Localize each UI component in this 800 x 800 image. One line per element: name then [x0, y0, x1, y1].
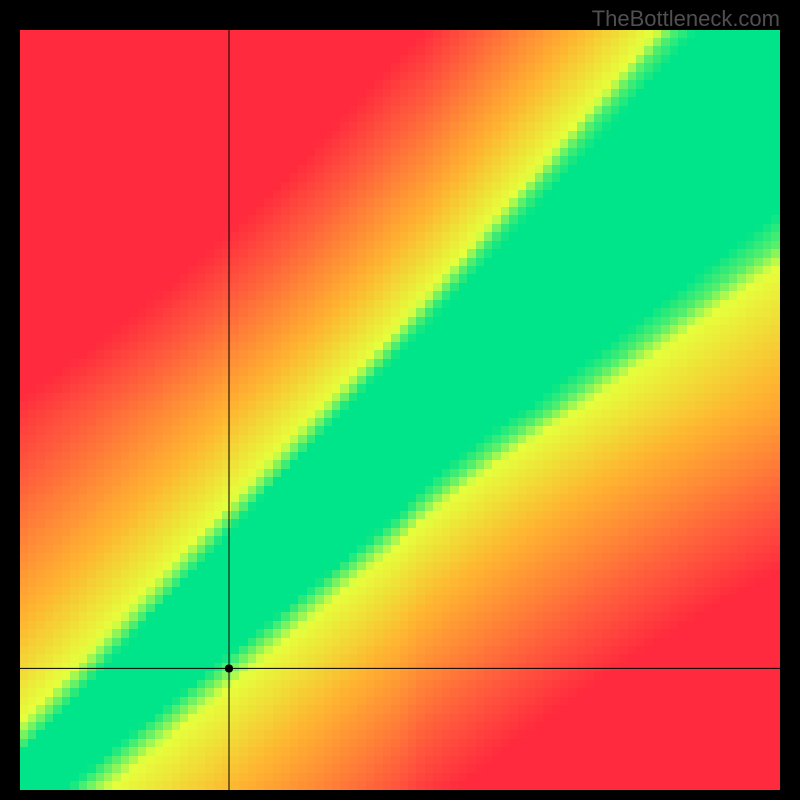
plot-area: [20, 30, 780, 790]
watermark-text: TheBottleneck.com: [592, 6, 780, 32]
chart-container: TheBottleneck.com: [0, 0, 800, 800]
heatmap-canvas: [20, 30, 780, 790]
